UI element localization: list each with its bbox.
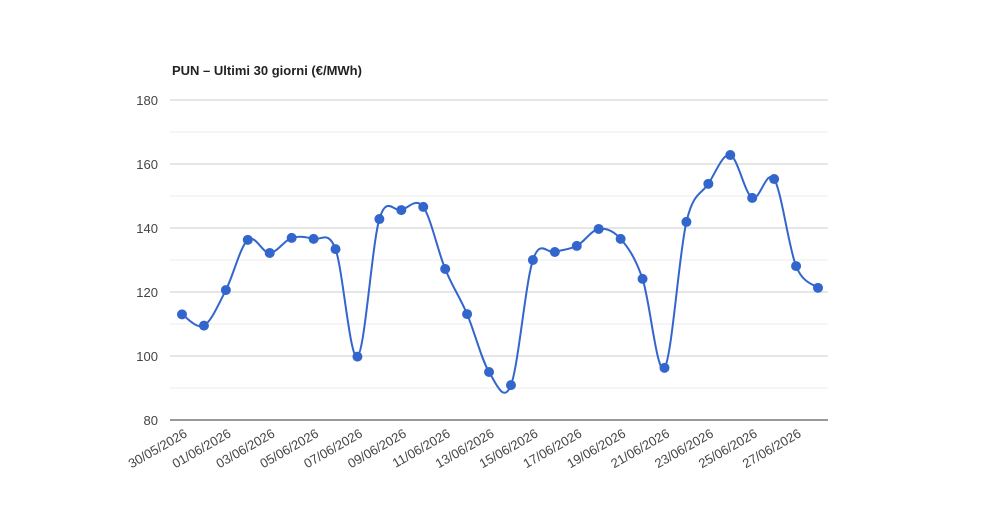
point (615, 233, 626, 244)
y-tick-label: 160 (136, 157, 158, 172)
point (549, 247, 560, 257)
point (681, 216, 692, 227)
y-tick-label: 140 (136, 221, 158, 236)
point (725, 150, 736, 161)
point (374, 214, 385, 225)
point (308, 233, 319, 244)
y-tick-label: 180 (136, 93, 158, 108)
point (747, 192, 758, 203)
y-tick-label: 80 (144, 413, 158, 428)
point (198, 320, 209, 331)
y-tick-label: 100 (136, 349, 158, 364)
point (220, 285, 231, 296)
point (637, 273, 648, 284)
point (440, 263, 451, 274)
point (242, 234, 253, 245)
point (593, 223, 604, 234)
point (571, 240, 582, 251)
point (659, 362, 670, 373)
point (462, 309, 473, 320)
point (352, 351, 363, 362)
point (527, 255, 538, 265)
point (769, 174, 780, 185)
point (703, 178, 714, 189)
point (396, 205, 407, 216)
point (264, 247, 275, 258)
chart-title: PUN – Ultimi 30 giorni (€/MWh) (172, 63, 362, 78)
point (286, 232, 297, 243)
point (484, 367, 495, 377)
y-tick-label: 120 (136, 285, 158, 300)
point (418, 201, 429, 212)
line (181, 154, 819, 394)
point (177, 309, 187, 320)
point (791, 261, 802, 272)
point (813, 282, 823, 293)
point (505, 380, 516, 391)
point (330, 244, 341, 255)
